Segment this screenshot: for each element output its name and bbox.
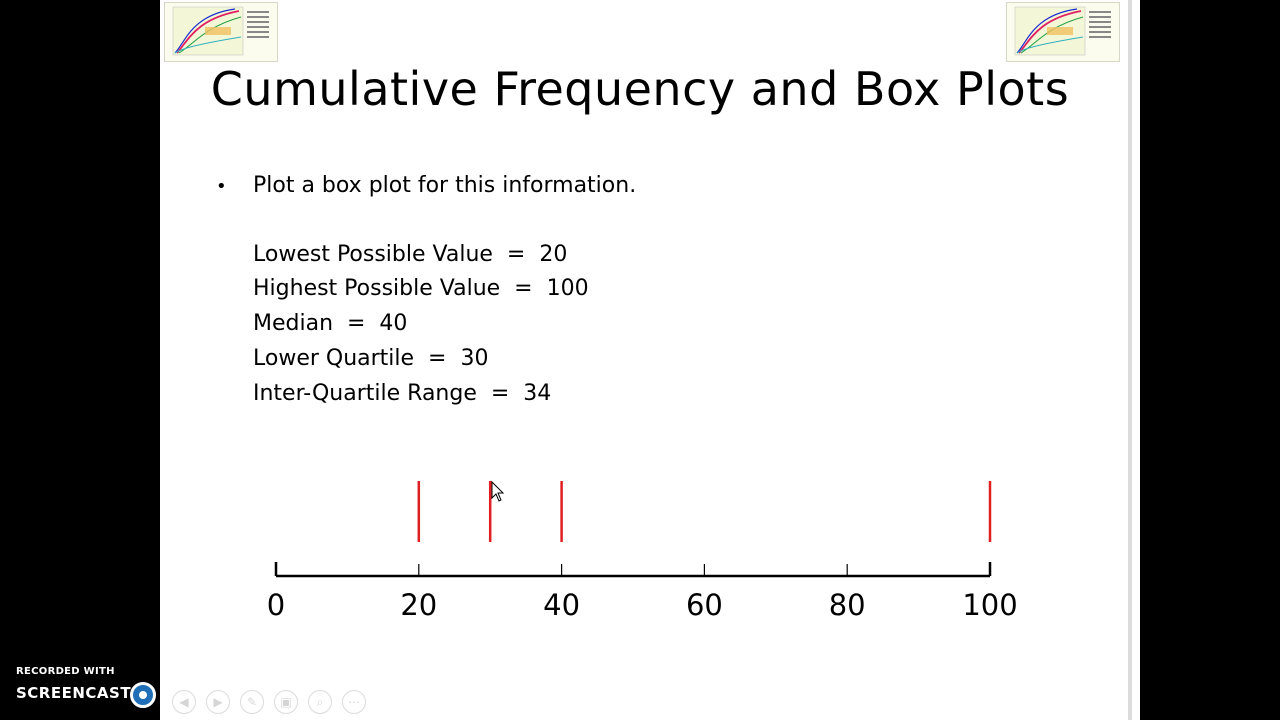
- tick-label-40: 40: [543, 588, 580, 622]
- zoom-icon[interactable]: ⌕: [308, 690, 332, 714]
- player-toolbar: ◀ ▶ ✎ ▣ ⌕ ⋯: [172, 690, 366, 714]
- slide: Cumulative Frequency and Box Plots • Plo…: [160, 0, 1120, 720]
- forward-icon[interactable]: ▶: [206, 690, 230, 714]
- vertical-scrollbar[interactable]: [1120, 0, 1140, 720]
- more-icon[interactable]: ⋯: [342, 690, 366, 714]
- info-lower-quartile: Lower Quartile = 30: [253, 346, 489, 371]
- tick-label-60: 60: [686, 588, 723, 622]
- recording-watermark: RECORDED WITH SCREENCAST MATIC: [0, 660, 240, 720]
- tick-label-100: 100: [962, 588, 1017, 622]
- zoom-fit-icon[interactable]: ▣: [274, 690, 298, 714]
- info-lowest-value: Lowest Possible Value = 20: [253, 242, 568, 267]
- back-icon[interactable]: ◀: [172, 690, 196, 714]
- info-highest-value: Highest Possible Value = 100: [253, 276, 589, 301]
- mouse-cursor-icon: [491, 480, 505, 502]
- info-iqr: Inter-Quartile Range = 34: [253, 381, 552, 406]
- tick-label-20: 20: [400, 588, 437, 622]
- watermark-brand-left: SCREENCAST: [16, 684, 132, 702]
- bullet-icon: •: [216, 176, 227, 197]
- cumulative-frequency-thumbnail-left: [164, 2, 278, 62]
- screencast-logo-icon: [130, 682, 156, 708]
- info-median: Median = 40: [253, 311, 408, 336]
- tick-label-0: 0: [267, 588, 285, 622]
- slide-title: Cumulative Frequency and Box Plots: [210, 62, 1070, 116]
- number-line-plot: 0 20 40 60 80 100: [267, 480, 1018, 622]
- pencil-icon[interactable]: ✎: [240, 690, 264, 714]
- cumulative-frequency-thumbnail-right: [1006, 2, 1120, 62]
- bullet-text: Plot a box plot for this information.: [253, 173, 637, 198]
- tick-label-80: 80: [829, 588, 866, 622]
- watermark-recorded-with: RECORDED WITH: [16, 666, 115, 677]
